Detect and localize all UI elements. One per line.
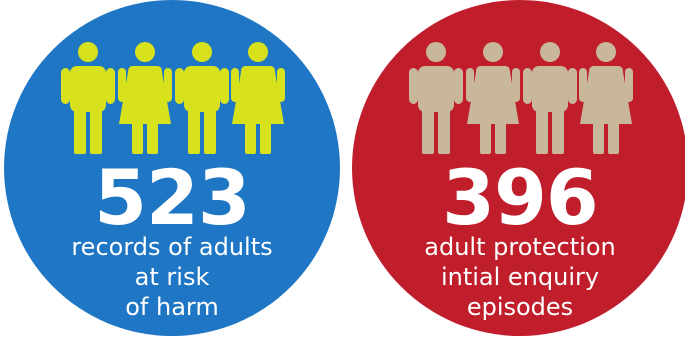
- protection-enquiry-stat-circle: 396 adult protection intial enquiry epis…: [352, 0, 685, 336]
- male-figure-icon: [409, 42, 463, 154]
- stat-number: 523: [94, 153, 251, 242]
- female-figure-icon: [118, 42, 172, 154]
- stat-number: 396: [442, 153, 599, 242]
- female-figure-icon: [466, 42, 520, 154]
- stat-caption: records of adults at risk of harm: [4, 232, 340, 322]
- female-figure-icon: [579, 42, 633, 154]
- people-figures: [4, 42, 340, 154]
- caption-line: of harm: [125, 293, 219, 321]
- caption-line: episodes: [466, 293, 574, 321]
- adults-at-risk-stat-circle: 523 records of adults at risk of harm: [4, 0, 340, 336]
- female-figure-icon: [231, 42, 285, 154]
- caption-line: at risk: [134, 263, 210, 291]
- caption-line: adult protection: [424, 233, 616, 261]
- people-figures: [352, 42, 685, 154]
- caption-line: intial enquiry: [440, 263, 600, 291]
- stat-caption: adult protection intial enquiry episodes: [352, 232, 685, 322]
- male-figure-icon: [175, 42, 229, 154]
- caption-line: records of adults: [71, 233, 273, 261]
- male-figure-icon: [523, 42, 577, 154]
- male-figure-icon: [61, 42, 115, 154]
